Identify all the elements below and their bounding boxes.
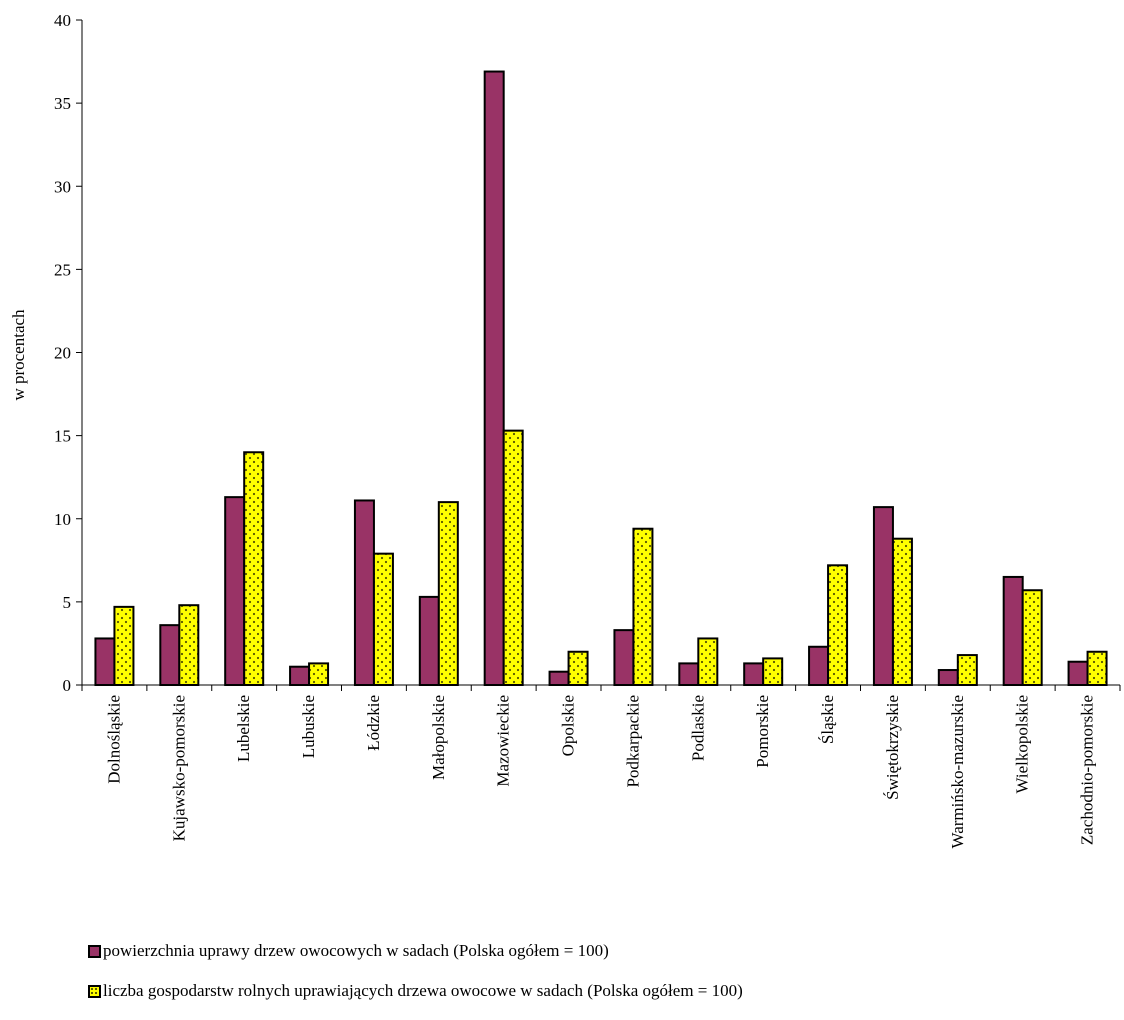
- bar-series-1: [872, 506, 894, 686]
- bar-series-2: [1086, 650, 1108, 686]
- bar-series-2: [632, 527, 654, 686]
- y-tick-label: 40: [54, 11, 71, 30]
- x-tick-label: Wielkopolskie: [1013, 695, 1032, 793]
- bar-series-1: [743, 662, 765, 687]
- x-tick-label: Kujawsko-pomorskie: [169, 695, 188, 841]
- legend-item-series-2: liczba gospodarstw rolnych uprawiających…: [88, 980, 1108, 1002]
- x-tick-label: Podlaskie: [688, 695, 707, 761]
- legend-label-series-1: powierzchnia uprawy drzew owocowych w sa…: [103, 941, 609, 960]
- bar-series-2: [956, 654, 978, 687]
- bar-series-1: [1002, 575, 1024, 686]
- bar-series-2: [437, 501, 459, 686]
- x-tick-label: Opolskie: [559, 695, 578, 756]
- x-axis: Dolnośląskie Kujawsko-pomorskie Lubelskie L…: [81, 684, 1121, 848]
- bar-series-1: [418, 595, 440, 687]
- y-tick-label: 15: [54, 427, 71, 446]
- bar-series-2: [178, 604, 200, 687]
- y-tick-label: 5: [63, 593, 72, 612]
- y-tick-label: 20: [54, 344, 71, 363]
- bar-series-2: [308, 662, 330, 687]
- x-tick-label: Lubuskie: [299, 695, 318, 758]
- x-tick-label: Dolnośląskie: [104, 695, 123, 784]
- chart-svg: 0 5 10 15 20 25 30 35 40 Dolnośląskie Kujawsko-po…: [9, 11, 1121, 848]
- bar-series-2: [697, 637, 719, 687]
- bar-series-1: [613, 629, 635, 687]
- x-tick-label: Warmińsko-mazurskie: [948, 695, 967, 848]
- legend-swatch-series-2: [88, 984, 101, 998]
- legend-item-series-1: powierzchnia uprawy drzew owocowych w sa…: [88, 940, 1108, 962]
- bar-series-1: [483, 70, 505, 687]
- x-tick-label: Podkarpackie: [623, 695, 642, 788]
- bar-series-1: [159, 624, 181, 687]
- bar-series-2: [113, 605, 135, 686]
- bar-series-2: [1021, 589, 1043, 686]
- y-tick-label: 30: [54, 177, 71, 196]
- bar-series-1: [937, 669, 959, 686]
- bar-series-2: [827, 564, 849, 686]
- bar-series-2: [891, 537, 913, 687]
- bar-series-1: [353, 499, 375, 686]
- bar-series-2: [372, 552, 394, 686]
- x-tick-label: Małopolskie: [429, 695, 448, 780]
- x-tick-label: Pomorskie: [753, 695, 772, 768]
- y-axis: 0 5 10 15 20 25 30 35 40: [54, 11, 83, 695]
- y-tick-label: 25: [54, 260, 71, 279]
- x-tick-label: Lubelskie: [234, 695, 253, 762]
- bar-series-2: [243, 451, 265, 686]
- legend-swatch-series-1: [88, 944, 101, 958]
- bar-series-1: [224, 496, 246, 687]
- y-axis-label: w procentach: [9, 309, 28, 401]
- bar-series-1: [94, 637, 116, 687]
- x-tick-label: Zachodnio-pomorskie: [1078, 695, 1097, 845]
- bar-series-1: [808, 645, 830, 687]
- bar-series-1: [1067, 660, 1089, 686]
- bar-series-2: [762, 657, 784, 687]
- bar-series-1: [678, 662, 700, 687]
- legend: powierzchnia uprawy drzew owocowych w sa…: [88, 940, 1108, 1020]
- x-tick-label: Śląskie: [818, 695, 837, 744]
- bar-series-2: [567, 650, 589, 686]
- x-tick-label: Mazowieckie: [494, 695, 513, 787]
- bar-series-2: [502, 429, 524, 687]
- x-tick-label: Świętokrzyskie: [883, 695, 902, 800]
- bar-series-1: [548, 670, 570, 687]
- bar-series-1: [289, 665, 311, 687]
- legend-label-series-2: liczba gospodarstw rolnych uprawiających…: [103, 981, 743, 1000]
- y-tick-label: 35: [54, 94, 71, 113]
- y-tick-label: 10: [54, 510, 71, 529]
- bars: [94, 70, 1108, 687]
- x-tick-label: Łódzkie: [364, 695, 383, 751]
- y-tick-label: 0: [63, 676, 72, 695]
